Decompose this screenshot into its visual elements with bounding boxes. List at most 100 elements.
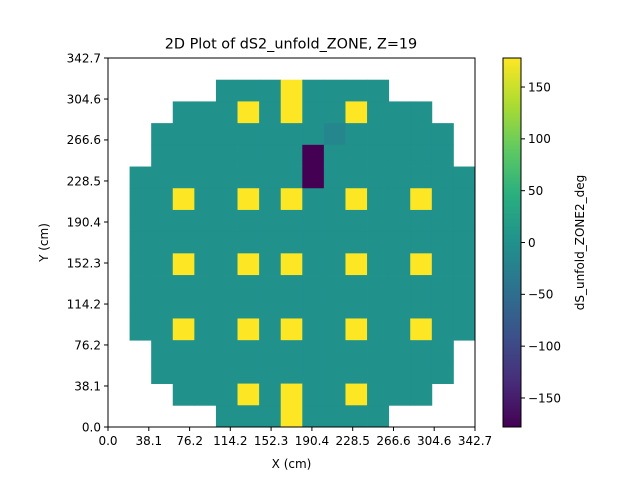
heatmap-cell bbox=[367, 275, 390, 298]
heatmap-cell bbox=[388, 188, 411, 211]
heatmap-cell bbox=[345, 275, 368, 298]
heatmap-cell bbox=[302, 361, 325, 384]
heatmap-cell bbox=[323, 275, 346, 298]
heatmap-cell bbox=[431, 123, 454, 146]
heatmap-cell bbox=[215, 101, 238, 124]
heatmap-cell bbox=[194, 253, 217, 276]
heatmap-cell bbox=[172, 318, 195, 341]
heatmap-cell bbox=[151, 275, 174, 298]
colorbar-tick-label: 100 bbox=[528, 132, 551, 146]
heatmap-cell bbox=[237, 340, 260, 363]
heatmap-cell bbox=[215, 340, 238, 363]
heatmap-cell bbox=[259, 296, 282, 319]
heatmap-cell bbox=[367, 231, 390, 254]
heatmap-cell bbox=[367, 361, 390, 384]
heatmap-cell bbox=[129, 296, 152, 319]
heatmap-cell bbox=[215, 166, 238, 189]
heatmap-cell bbox=[280, 405, 303, 428]
heatmap-cell bbox=[259, 383, 282, 406]
heatmap-cell bbox=[345, 231, 368, 254]
heatmap-cell bbox=[280, 275, 303, 298]
heatmap-cell bbox=[345, 123, 368, 146]
heatmap-cell bbox=[345, 209, 368, 233]
heatmap-cell bbox=[237, 144, 260, 167]
heatmap-cell bbox=[410, 101, 433, 124]
heatmap-cell bbox=[323, 296, 346, 319]
heatmap-cell bbox=[259, 188, 282, 211]
heatmap-cell bbox=[172, 166, 195, 189]
heatmap-cell bbox=[345, 188, 368, 211]
heatmap-cell bbox=[259, 144, 282, 167]
heatmap-cell bbox=[259, 340, 282, 363]
heatmap-cell bbox=[388, 123, 411, 146]
heatmap-cell bbox=[431, 166, 454, 189]
heatmap-cell bbox=[215, 275, 238, 298]
x-tick-label: 114.2 bbox=[213, 434, 247, 448]
heatmap-cell bbox=[237, 296, 260, 319]
heatmap-cell bbox=[280, 79, 303, 102]
heatmap-cell bbox=[431, 231, 454, 254]
heatmap-cell bbox=[237, 79, 260, 102]
y-axis-label: Y (cm) bbox=[37, 223, 51, 263]
heatmap-cell bbox=[302, 231, 325, 254]
heatmap-cell bbox=[345, 405, 368, 428]
heatmap-cell bbox=[453, 166, 476, 189]
colorbar-tick-label: −100 bbox=[528, 339, 561, 353]
heatmap-cell bbox=[431, 253, 454, 276]
heatmap-cell bbox=[367, 340, 390, 363]
heatmap-cell bbox=[259, 275, 282, 298]
y-tick-label: 266.6 bbox=[67, 133, 101, 147]
heatmap-cell bbox=[215, 209, 238, 233]
heatmap-cell bbox=[431, 275, 454, 298]
y-tick-label: 38.1 bbox=[74, 379, 101, 393]
heatmap-cell bbox=[367, 296, 390, 319]
heatmap-cell bbox=[151, 166, 174, 189]
heatmap-cell bbox=[410, 383, 433, 406]
heatmap-cell bbox=[323, 340, 346, 363]
y-tick-label: 114.2 bbox=[67, 297, 101, 311]
heatmap-cell bbox=[345, 79, 368, 102]
heatmap-cell bbox=[388, 101, 411, 124]
heatmap-cell bbox=[194, 123, 217, 146]
heatmap-cell bbox=[410, 188, 433, 211]
heatmap-cell bbox=[215, 79, 238, 102]
heatmap-cell bbox=[410, 144, 433, 167]
heatmap-cell bbox=[280, 166, 303, 189]
colorbar-tick-label: 150 bbox=[528, 80, 551, 94]
heatmap-cell bbox=[388, 318, 411, 341]
heatmap-cell bbox=[237, 209, 260, 233]
x-tick-label: 304.6 bbox=[417, 434, 451, 448]
heatmap-cell bbox=[172, 296, 195, 319]
heatmap-cell bbox=[410, 340, 433, 363]
heatmap-cell bbox=[410, 318, 433, 341]
heatmap-cell bbox=[172, 361, 195, 384]
heatmap-cell bbox=[410, 253, 433, 276]
chart-title: 2D Plot of dS2_unfold_ZONE, Z=19 bbox=[165, 37, 417, 53]
heatmap-cell bbox=[302, 405, 325, 428]
heatmap-cell bbox=[388, 383, 411, 406]
heatmap-cell bbox=[388, 231, 411, 254]
heatmap-cell bbox=[172, 275, 195, 298]
heatmap-cell bbox=[367, 209, 390, 233]
heatmap-cell bbox=[194, 166, 217, 189]
heatmap-cell bbox=[129, 166, 152, 189]
heatmap-cell bbox=[237, 253, 260, 276]
plot-frame bbox=[107, 57, 476, 428]
heatmap-cell bbox=[388, 166, 411, 189]
heatmap-cell bbox=[345, 101, 368, 124]
heatmap-cell bbox=[410, 123, 433, 146]
x-axis-label: X (cm) bbox=[272, 457, 312, 471]
heatmap-cell bbox=[194, 296, 217, 319]
x-tick-label: 38.1 bbox=[135, 434, 162, 448]
heatmap-cell bbox=[259, 209, 282, 233]
heatmap-cell bbox=[302, 275, 325, 298]
heatmap-cell bbox=[129, 209, 152, 233]
heatmap-cell bbox=[367, 318, 390, 341]
heatmap-cell bbox=[172, 340, 195, 363]
heatmap-cell bbox=[280, 231, 303, 254]
heatmap-cell bbox=[388, 144, 411, 167]
heatmap-cell bbox=[323, 231, 346, 254]
heatmap-cell bbox=[453, 296, 476, 319]
heatmap-cell bbox=[129, 188, 152, 211]
